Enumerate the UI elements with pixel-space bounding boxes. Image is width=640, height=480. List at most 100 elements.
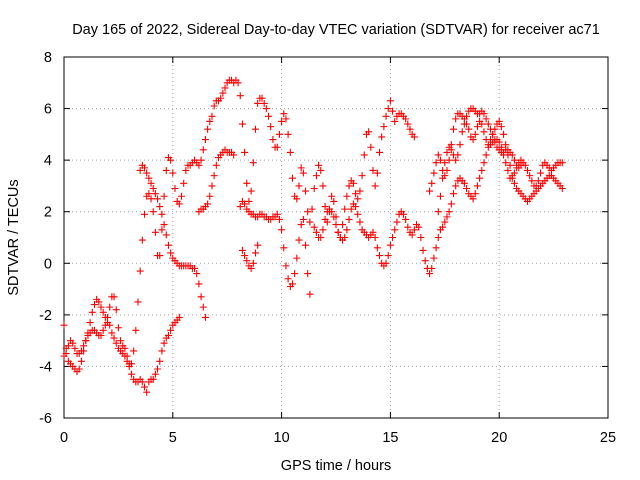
data-point [352, 190, 360, 198]
chart-title: Day 165 of 2022, Sidereal Day-to-day VTE… [72, 22, 600, 38]
data-point [430, 169, 438, 177]
data-point [254, 99, 262, 107]
data-point [419, 246, 427, 254]
data-point [328, 192, 336, 200]
data-point [167, 326, 175, 334]
data-point [504, 166, 512, 174]
data-point [280, 244, 288, 252]
series-6 [310, 117, 566, 278]
data-point [404, 223, 412, 231]
data-point [495, 117, 503, 125]
data-point [295, 182, 303, 190]
data-point [82, 337, 90, 345]
data-point [273, 143, 281, 151]
data-point [306, 218, 314, 226]
data-point [97, 331, 105, 339]
data-point [138, 378, 146, 386]
data-point [373, 244, 381, 252]
data-point [373, 169, 381, 177]
data-point [502, 159, 510, 167]
x-tick-label: 0 [60, 430, 68, 446]
data-point [249, 159, 257, 167]
x-tick-label: 25 [600, 430, 616, 446]
data-point [288, 174, 296, 182]
data-point [143, 169, 151, 177]
data-point [328, 208, 336, 216]
data-point [558, 159, 566, 167]
data-point [110, 334, 118, 342]
data-point [384, 252, 392, 260]
data-point [358, 172, 366, 180]
data-point [141, 383, 149, 391]
data-point [260, 99, 268, 107]
data-point [443, 148, 451, 156]
data-point [97, 303, 105, 311]
data-point [258, 94, 266, 102]
data-point [458, 128, 466, 136]
data-point [517, 156, 525, 164]
data-point [123, 352, 131, 360]
data-point [132, 326, 140, 334]
data-point [317, 234, 325, 241]
data-point [463, 112, 471, 120]
data-point [489, 130, 497, 138]
data-point [162, 231, 170, 239]
data-point [404, 120, 412, 128]
data-point [497, 143, 505, 151]
data-point [482, 151, 490, 159]
grid [64, 57, 608, 418]
data-point [101, 321, 109, 329]
data-point [410, 226, 418, 234]
data-point [356, 218, 364, 226]
data-point [86, 319, 94, 327]
data-point [175, 313, 183, 321]
data-point [121, 344, 129, 352]
x-tick-label: 10 [274, 430, 290, 446]
y-tick-label: 6 [44, 102, 52, 118]
data-point [112, 339, 120, 347]
data-point [251, 249, 259, 257]
data-point [199, 303, 207, 311]
data-point [473, 182, 481, 190]
y-tick-label: 8 [44, 50, 52, 66]
data-point [71, 344, 79, 352]
data-point [532, 182, 540, 190]
data-point [508, 151, 516, 159]
data-point [508, 174, 516, 182]
data-point [480, 110, 488, 118]
data-point [339, 221, 347, 229]
data-point [523, 166, 531, 174]
data-point [201, 313, 209, 321]
data-point [445, 156, 453, 164]
data-point [510, 156, 518, 164]
data-point [221, 84, 229, 92]
data-point [521, 161, 529, 169]
data-point [332, 221, 340, 229]
data-point [389, 107, 397, 115]
series-5 [238, 241, 262, 272]
data-point [484, 120, 492, 128]
data-point [441, 159, 449, 167]
data-point [378, 133, 386, 141]
series-0 [60, 76, 418, 376]
data-point [251, 125, 259, 133]
data-point [302, 241, 310, 249]
data-point [434, 234, 442, 241]
data-point [125, 360, 133, 368]
data-point [284, 130, 292, 138]
data-point [193, 270, 201, 278]
data-point [149, 208, 157, 216]
data-point [154, 365, 162, 373]
data-point [293, 254, 301, 262]
data-point [241, 200, 249, 208]
data-point [299, 169, 307, 177]
data-point [197, 156, 205, 164]
data-point [69, 339, 77, 347]
data-point [321, 203, 329, 211]
data-point [88, 308, 96, 316]
data-point [160, 339, 168, 347]
data-point [343, 226, 351, 234]
data-point [391, 117, 399, 125]
data-point [112, 306, 120, 314]
plot-frame [63, 56, 609, 419]
